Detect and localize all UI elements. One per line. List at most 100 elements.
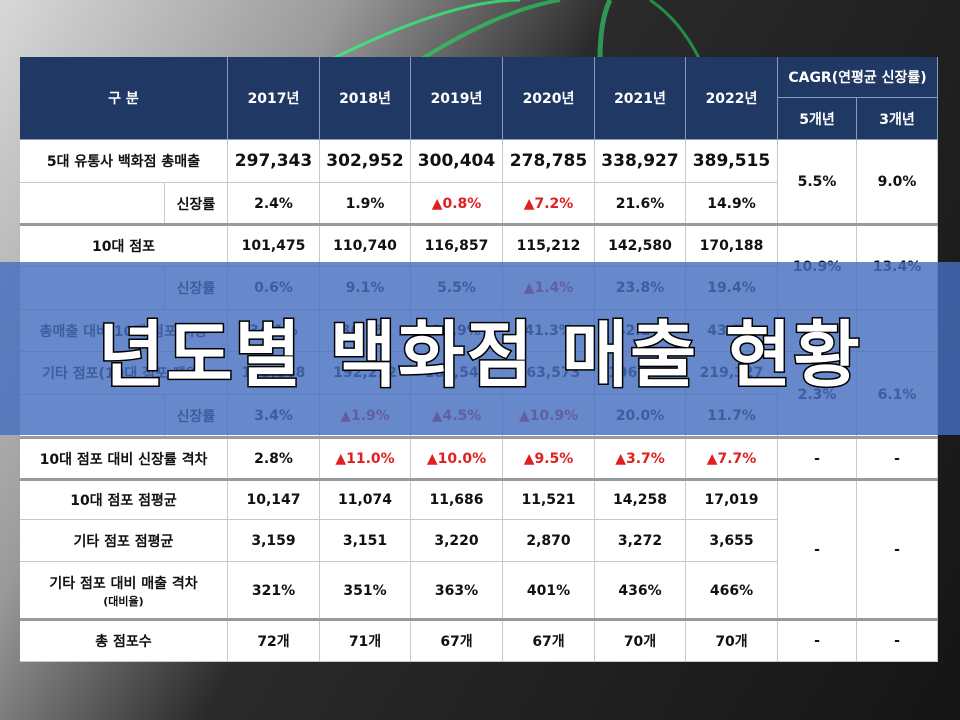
row-blank	[20, 183, 165, 225]
value-cell: ▲7.7%	[686, 438, 778, 480]
cell-text: 67개	[532, 633, 565, 650]
cell-text: 67개	[440, 633, 473, 650]
value-cell: 72개	[228, 620, 320, 662]
row-label: 10대 점포	[20, 225, 228, 267]
cell-text: 2019년	[430, 91, 483, 107]
value-cell: 101,475	[228, 225, 320, 267]
cell-text: 11,686	[429, 491, 484, 508]
header-cell: 2020년	[503, 57, 595, 140]
value-cell: ▲10.0%	[411, 438, 503, 480]
value-cell: 17,019	[686, 480, 778, 520]
cell-text: -	[894, 632, 900, 649]
cell-text: 2018년	[339, 91, 391, 107]
cell-text: 72개	[257, 633, 290, 650]
cell-text: 363%	[434, 582, 479, 599]
cell-text: 10대 점포 점평균	[70, 492, 177, 509]
row-label: 10대 점포 점평균	[20, 480, 228, 520]
cell-text: 3,272	[617, 532, 663, 549]
cell-text: ▲3.7%	[615, 450, 665, 467]
cell-text: 2017년	[247, 91, 300, 107]
row-sublabel: 신장률	[165, 183, 228, 225]
cell-text: 14,258	[612, 491, 668, 508]
cell-text: 5.5%	[797, 174, 837, 190]
cell-text: 11,074	[337, 491, 393, 508]
cell-text: 17,019	[704, 491, 759, 508]
header-cell: 2022년	[686, 57, 778, 140]
cell-text: 115,212	[516, 237, 581, 254]
separator	[20, 436, 938, 439]
cell-text: 2.8%	[254, 450, 293, 467]
value-cell: 3,159	[228, 520, 320, 562]
value-cell: 2,870	[503, 520, 595, 562]
value-cell: 436%	[595, 562, 686, 620]
value-cell: 14,258	[595, 480, 686, 520]
value-cell: 3,272	[595, 520, 686, 562]
cell-text: ▲10.0%	[426, 450, 487, 467]
cell-text: ▲11.0%	[335, 450, 395, 467]
value-cell: 67개	[503, 620, 595, 662]
value-cell: 116,857	[411, 225, 503, 267]
cell-text: 2020년	[522, 91, 575, 107]
cell-text: 3,151	[342, 532, 388, 549]
cell-text: 14.9%	[707, 195, 756, 212]
cell-text: -	[894, 450, 900, 467]
cell-text: ▲0.8%	[431, 195, 482, 212]
cell-text: 70개	[715, 633, 748, 650]
row-label: 기타 점포 점평균	[20, 520, 228, 562]
cell-text: 5개년	[799, 111, 835, 128]
value-cell: 2.8%	[228, 438, 320, 480]
cell-text: -	[894, 541, 900, 558]
title: 년도별 백화점 매출 현황	[97, 312, 862, 399]
value-cell: 71개	[320, 620, 411, 662]
row-label: 10대 점포 대비 신장률 격차	[20, 438, 228, 480]
cell-text: 2022년	[705, 91, 758, 107]
separator	[20, 618, 938, 621]
cagr-cell: 5.5%	[778, 140, 857, 225]
value-cell: 302,952	[320, 140, 411, 183]
value-cell: 466%	[686, 562, 778, 620]
cell-text: -	[814, 541, 820, 558]
cell-text: 116,857	[424, 237, 489, 254]
cagr-cell: -	[857, 480, 938, 620]
cell-text: 10대 점포	[92, 238, 155, 255]
header-cell: CAGR(연평균 신장률)	[778, 57, 938, 98]
value-cell: 10,147	[228, 480, 320, 520]
header-cell: 2021년	[595, 57, 686, 140]
cell-text: 기타 점포 점평균	[73, 533, 174, 550]
cell-text: 389,515	[692, 151, 771, 171]
cell-text: 300,404	[417, 151, 496, 171]
value-cell: ▲11.0%	[320, 438, 411, 480]
value-cell: 363%	[411, 562, 503, 620]
cell-text: -	[814, 450, 820, 467]
header-cell: 2017년	[228, 57, 320, 140]
cell-text: 총 점포수	[95, 633, 152, 650]
value-cell: 2.4%	[228, 183, 320, 225]
cagr-cell: -	[778, 438, 857, 480]
cell-text: -	[814, 632, 820, 649]
cagr-cell: -	[778, 620, 857, 662]
row-label: 5대 유통사 백화점 총매출	[20, 140, 228, 183]
cell-text: 9.0%	[877, 174, 917, 190]
value-cell: 278,785	[503, 140, 595, 183]
value-cell: 1.9%	[320, 183, 411, 225]
cell-text: 142,580	[608, 237, 672, 254]
value-cell: 11,686	[411, 480, 503, 520]
value-cell: ▲3.7%	[595, 438, 686, 480]
value-cell: 142,580	[595, 225, 686, 267]
value-cell: ▲0.8%	[411, 183, 503, 225]
cell-text: 2.4%	[254, 195, 293, 212]
header-cell: 2018년	[320, 57, 411, 140]
cell-text: 297,343	[234, 151, 313, 171]
cell-text: ▲7.2%	[523, 195, 574, 212]
value-cell: 338,927	[595, 140, 686, 183]
separator	[20, 223, 938, 226]
cell-text: CAGR(연평균 신장률)	[788, 70, 927, 86]
value-cell: 70개	[686, 620, 778, 662]
value-cell: 11,521	[503, 480, 595, 520]
cell-text: 구 분	[108, 91, 139, 107]
header-cell: 구 분	[20, 57, 228, 140]
cell-text: 321%	[251, 582, 296, 599]
cell-text: 2021년	[614, 91, 666, 107]
cell-text: 70개	[623, 633, 657, 650]
cagr-cell: -	[778, 480, 857, 620]
